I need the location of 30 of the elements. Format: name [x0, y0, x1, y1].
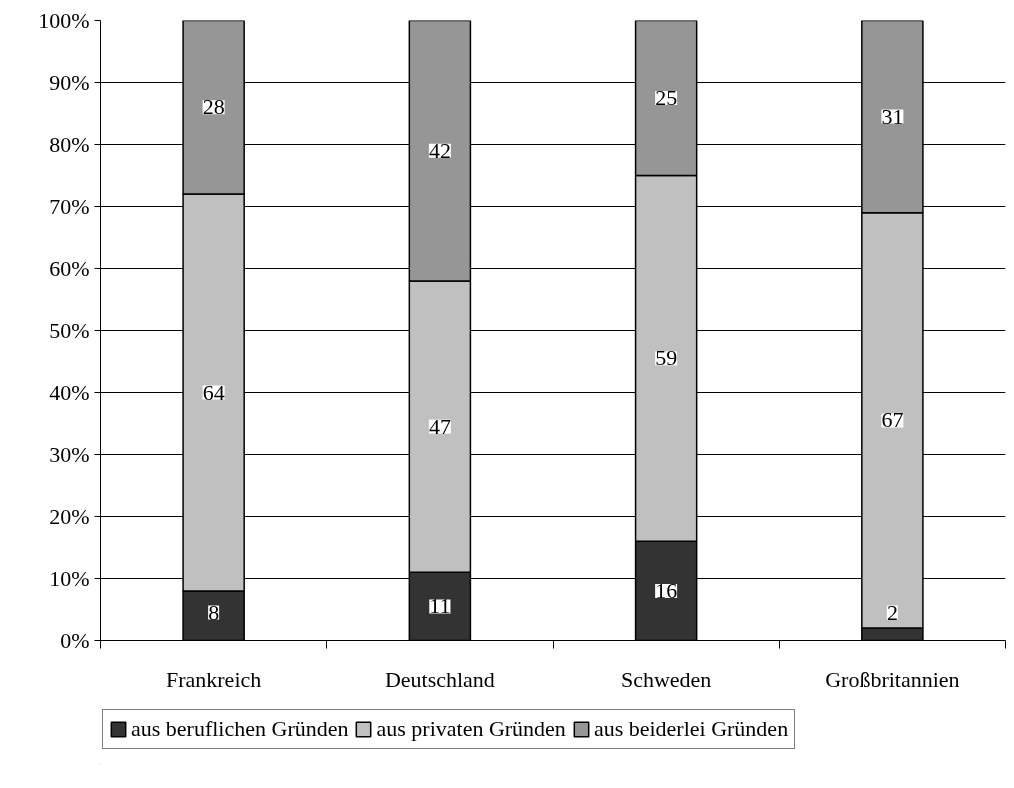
data-label: 25: [655, 85, 678, 110]
legend-label: aus beruflichen Gründen: [131, 716, 349, 742]
data-label: 59: [655, 345, 678, 371]
data-label: 42: [428, 137, 451, 163]
y-tick-label: 20%: [49, 504, 90, 529]
y-tick-label: 90%: [49, 70, 90, 95]
data-label: 47: [428, 413, 451, 439]
legend-label: aus privaten Gründen: [376, 716, 566, 742]
data-label: 11: [429, 593, 451, 619]
y-tick-label: 100%: [38, 8, 90, 33]
y-tick-label: 0%: [60, 628, 90, 653]
data-label: 64: [202, 379, 225, 405]
data-label: 16: [655, 577, 678, 603]
y-tick-label: 60%: [49, 256, 90, 281]
y-tick-label: 40%: [49, 380, 90, 405]
x-tick-label: Schweden: [620, 666, 712, 692]
data-label: 2: [886, 599, 898, 625]
legend-label: aus beiderlei Gründen: [593, 716, 789, 742]
data-label: 67: [881, 407, 904, 433]
y-tick-label: 30%: [49, 442, 90, 467]
y-tick-label: 80%: [49, 132, 90, 157]
x-tick-label: Großbritannien: [825, 666, 960, 692]
y-tick-label: 70%: [49, 194, 90, 219]
x-tick-label: Frankreich: [165, 666, 262, 692]
y-tick-label: 50%: [49, 318, 90, 343]
y-tick-label: 10%: [49, 566, 90, 591]
data-label: 28: [202, 94, 225, 120]
x-tick-label: Deutschland: [384, 666, 495, 692]
data-label: 31: [881, 103, 904, 129]
data-label: 8: [208, 599, 220, 625]
